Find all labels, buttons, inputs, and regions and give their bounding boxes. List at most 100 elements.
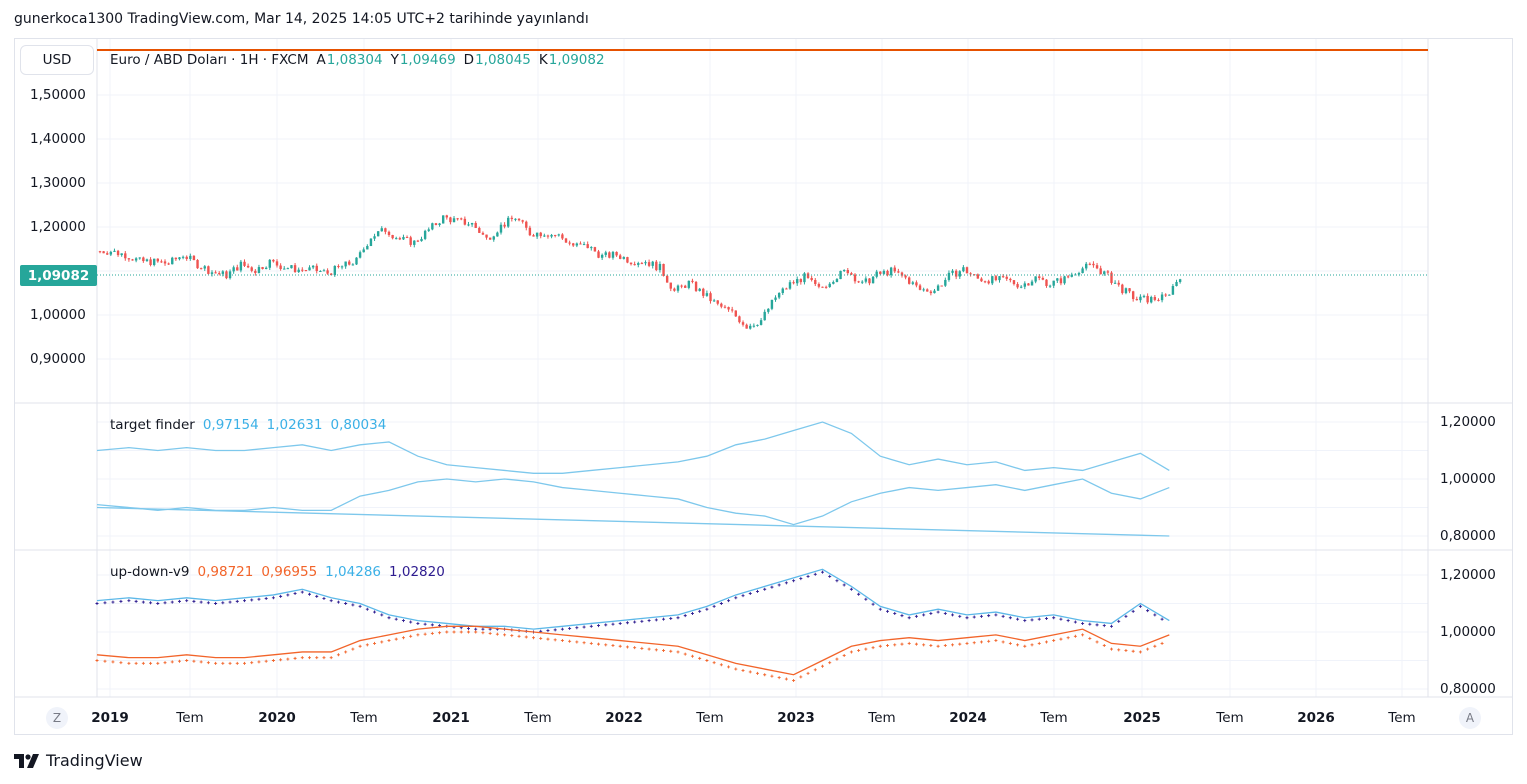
candle-body (441, 215, 445, 224)
candle-body (463, 218, 467, 225)
candle-body (315, 265, 318, 272)
candle-body (528, 227, 532, 236)
candle-body (1056, 278, 1059, 281)
candle-body (777, 293, 781, 298)
candle-body (171, 257, 174, 265)
candle-body (998, 276, 1001, 281)
candle-body (127, 258, 131, 260)
candle-body (676, 285, 680, 291)
candle-body (904, 275, 907, 278)
candle-body (546, 235, 550, 237)
candle-body (510, 217, 514, 219)
tf-upper-line (96, 421, 1170, 474)
candle-body (752, 325, 756, 327)
candle-body (629, 262, 633, 265)
candle-body (1139, 296, 1142, 301)
candle-body (1085, 263, 1088, 269)
log-scale-z-button[interactable]: Z (46, 707, 68, 729)
candle-body (814, 280, 817, 285)
indicator-name: up-down-v9 (110, 564, 190, 580)
candle-body (330, 273, 333, 276)
high-label: Y (390, 52, 399, 68)
candle-body (380, 228, 383, 232)
candle-body (720, 303, 723, 307)
candle-body (1131, 291, 1135, 300)
candle-body (1005, 276, 1008, 279)
candle-body (304, 270, 308, 272)
time-label: 2021 (432, 710, 470, 726)
auto-scale-button[interactable]: A (1459, 707, 1481, 729)
candle-body (445, 215, 448, 218)
candle-body (723, 306, 727, 308)
candle-body (810, 277, 813, 281)
candle-body (496, 232, 499, 237)
updown-upper-dots (95, 570, 1164, 634)
currency-button[interactable]: USD (20, 45, 94, 75)
candle-body (915, 282, 918, 286)
candle-body (803, 273, 806, 283)
candle-body (268, 259, 271, 268)
candle-body (586, 244, 589, 249)
candle-body (163, 261, 167, 264)
candle-body (156, 258, 159, 262)
candle-body (174, 257, 178, 260)
candle-body (1157, 299, 1160, 301)
candle-body (615, 251, 618, 256)
price-tick: 0,90000 (30, 351, 86, 367)
candle-body (846, 270, 849, 274)
candle-body (1128, 288, 1131, 292)
candle-body (438, 223, 441, 226)
tf-lower-line (96, 506, 1170, 537)
chart-frame[interactable] (14, 38, 1513, 735)
candle-body (398, 238, 402, 240)
candle-body (207, 266, 210, 274)
candle-body (106, 253, 109, 255)
tradingview-logo-icon (14, 753, 39, 768)
indicator-value: 1,02820 (389, 564, 445, 580)
candle-body (355, 257, 358, 265)
candle-body (185, 256, 188, 259)
candle-body (687, 280, 691, 288)
candle-body (467, 224, 470, 226)
candle-body (1038, 276, 1041, 279)
candle-body (767, 308, 770, 312)
candle-body (973, 274, 976, 276)
candle-body (561, 234, 564, 239)
candle-body (1160, 294, 1164, 301)
candle-body (514, 218, 517, 220)
candle-body (969, 273, 972, 275)
candle-body (655, 261, 658, 271)
candle-body (413, 240, 416, 245)
candle-body (1113, 282, 1117, 284)
candle-body (232, 267, 235, 272)
candle-body (405, 237, 409, 239)
candle-body (933, 290, 936, 294)
candle-body (1106, 271, 1110, 273)
candle-body (821, 286, 824, 288)
candle-body (622, 257, 626, 259)
candle-body (290, 265, 293, 269)
candle-body (842, 270, 846, 272)
candle-body (264, 267, 268, 270)
candle-body (145, 259, 149, 262)
ud-tick: 1,20000 (1440, 567, 1496, 583)
candle-body (749, 325, 752, 329)
candle-body (882, 270, 886, 274)
candle-body (763, 311, 766, 321)
candle-body (369, 238, 373, 247)
candle-body (1164, 294, 1167, 296)
candle-body (712, 300, 716, 302)
candle-body (1059, 278, 1063, 284)
candle-body (535, 232, 539, 237)
candle-body (1070, 274, 1073, 277)
candle-body (1150, 297, 1153, 303)
tradingview-logo[interactable]: TradingView (14, 751, 143, 770)
time-label: Tem (1387, 710, 1415, 726)
indicator-value: 0,96955 (261, 564, 318, 580)
low-label: D (463, 52, 475, 68)
candle-body (181, 256, 185, 258)
candle-body (1168, 294, 1171, 296)
candle-body (965, 267, 969, 274)
candle-body (423, 230, 427, 239)
